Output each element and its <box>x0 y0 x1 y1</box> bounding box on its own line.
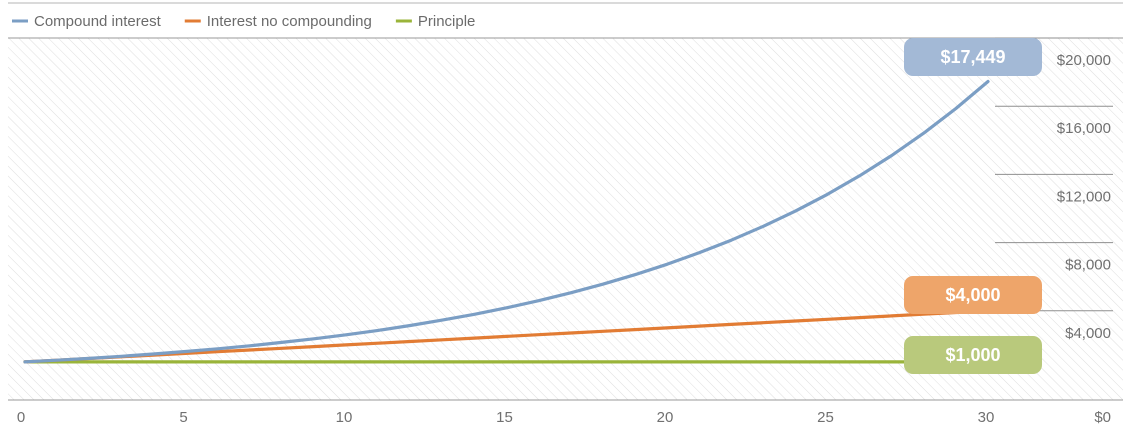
callout-principle: $1,000 <box>904 336 1042 374</box>
value-callouts: $17,449 $4,000 $1,000 <box>904 38 1042 374</box>
y-tick-label: $0 <box>1094 409 1111 426</box>
legend-item-interest-no-compounding: Interest no compounding <box>184 13 372 30</box>
callout-value: $1,000 <box>945 345 1000 365</box>
x-tick-label: 20 <box>657 409 674 426</box>
series-lines <box>23 79 990 364</box>
y-tick-label: $12,000 <box>1057 188 1111 205</box>
series-line-interest-no-compounding <box>23 309 990 364</box>
y-tick-label: $16,000 <box>1057 120 1111 137</box>
callout-value: $4,000 <box>945 285 1000 305</box>
y-tick-label: $8,000 <box>1065 257 1111 274</box>
x-tick-label: 15 <box>496 409 513 426</box>
legend-label: Principle <box>418 13 476 30</box>
y-tick-label: $20,000 <box>1057 52 1111 69</box>
x-tick-label: 30 <box>978 409 995 426</box>
legend-label: Compound interest <box>34 13 162 30</box>
legend-label: Interest no compounding <box>207 13 372 30</box>
x-axis-ticks: 0 5 10 15 20 25 30 <box>17 409 995 426</box>
legend-item-compound-interest: Compound interest <box>12 13 162 30</box>
y-tick-label: $4,000 <box>1065 325 1111 342</box>
legend: Compound interest Interest no compounding… <box>12 13 475 30</box>
callout-interest-no-compounding: $4,000 <box>904 276 1042 314</box>
y-axis-ticks: $0 $4,000 $8,000 $12,000 $16,000 $20,000 <box>1057 52 1111 426</box>
callout-compound-interest: $17,449 <box>904 38 1042 76</box>
series-line-compound-interest <box>23 79 990 364</box>
x-tick-label: 0 <box>17 409 25 426</box>
x-tick-label: 25 <box>817 409 834 426</box>
callout-badge <box>904 276 1042 314</box>
callout-badge <box>904 38 1042 76</box>
legend-item-principle: Principle <box>395 13 476 30</box>
callout-value: $17,449 <box>940 47 1005 67</box>
x-tick-label: 10 <box>336 409 353 426</box>
callout-badge <box>904 336 1042 374</box>
x-tick-label: 5 <box>179 409 187 426</box>
